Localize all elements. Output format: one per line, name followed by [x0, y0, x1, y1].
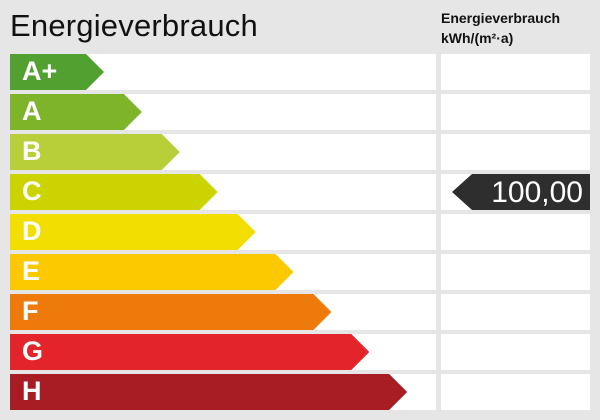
- unit-label-line2: kWh/(m²·a): [441, 30, 514, 46]
- rating-label: A: [22, 96, 42, 126]
- rating-bar-E: E: [10, 254, 294, 290]
- rating-bar-C: C: [10, 174, 218, 210]
- rating-label: H: [22, 376, 42, 406]
- rating-bar-H: H: [10, 374, 408, 410]
- unit-label: Energieverbrauch kWh/(m²·a): [441, 8, 560, 48]
- rating-label: B: [22, 136, 42, 166]
- rating-label: D: [22, 216, 42, 246]
- rating-label: G: [22, 336, 44, 366]
- rating-bar-G: G: [10, 334, 370, 370]
- value-cell: [441, 134, 590, 170]
- rating-bar-F: F: [10, 294, 332, 330]
- value-text: 100,00: [491, 176, 583, 209]
- rating-label: F: [22, 296, 39, 326]
- rating-bar-B: B: [10, 134, 180, 170]
- value-cell: [441, 374, 590, 410]
- rating-bar-A: A: [10, 94, 142, 130]
- value-cell: [441, 94, 590, 130]
- rating-label: E: [22, 256, 41, 286]
- value-marker: 100,00: [452, 174, 590, 210]
- rating-label: C: [22, 176, 42, 206]
- value-cell: [441, 334, 590, 370]
- value-cell: [441, 294, 590, 330]
- value-cell: [441, 54, 590, 90]
- value-cell: [441, 254, 590, 290]
- rating-bar-D: D: [10, 214, 256, 250]
- value-cell: [441, 214, 590, 250]
- rating-label: A+: [22, 56, 58, 86]
- chart-title: Energieverbrauch: [10, 8, 258, 43]
- rating-bar-A+: A+: [10, 54, 104, 90]
- unit-label-line1: Energieverbrauch: [441, 10, 561, 26]
